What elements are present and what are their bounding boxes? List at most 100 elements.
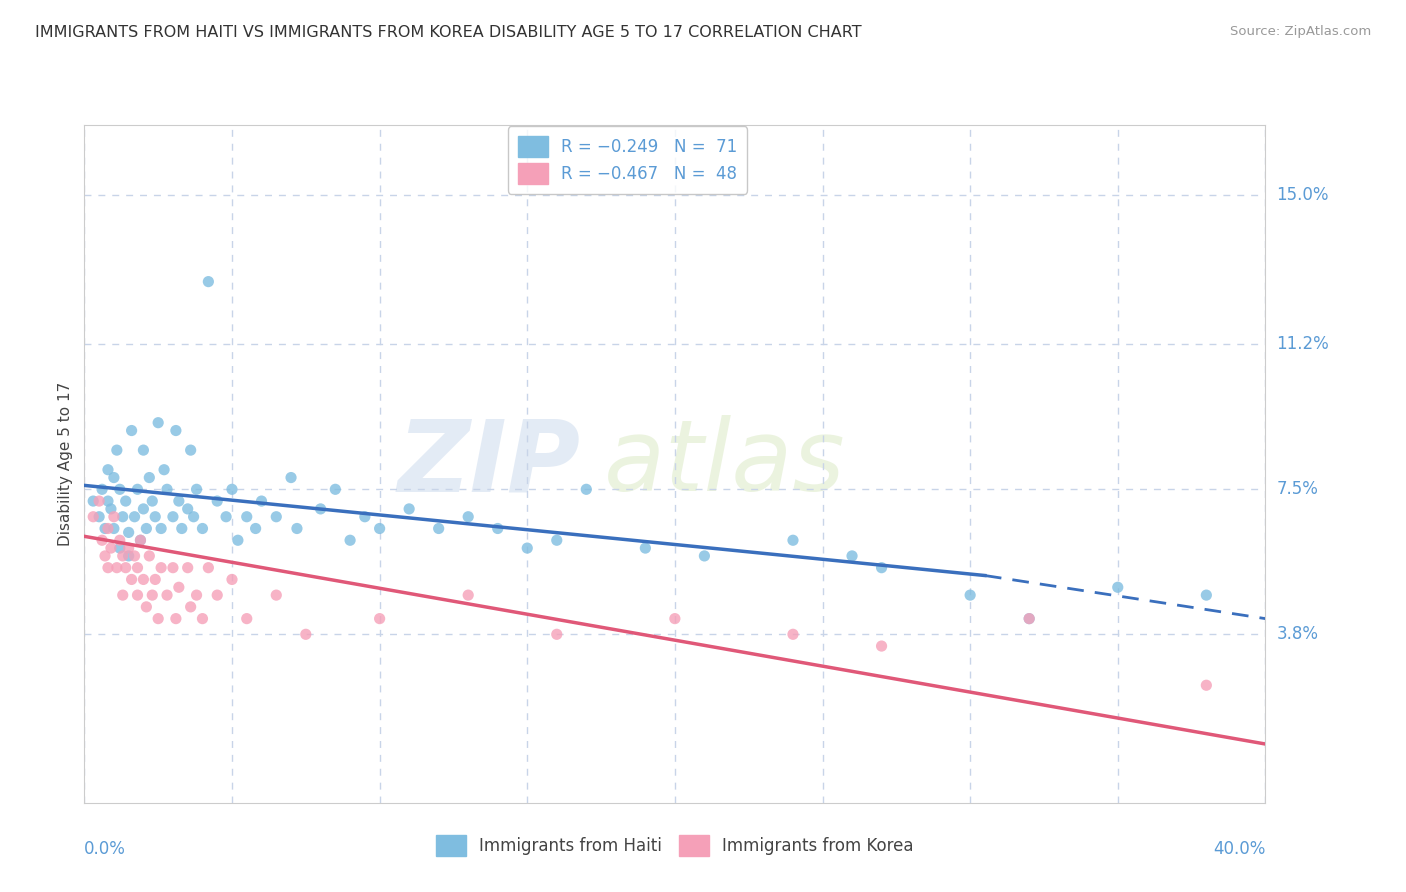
Point <box>82 494 104 508</box>
Point <box>1018 612 1040 626</box>
Point <box>235 509 259 524</box>
Point <box>546 533 568 548</box>
Point <box>191 612 214 626</box>
Point <box>105 560 128 574</box>
Point <box>91 483 114 497</box>
Point <box>183 509 205 524</box>
Text: 40.0%: 40.0% <box>1213 840 1265 858</box>
Point <box>165 612 187 626</box>
Point <box>250 494 273 508</box>
Point <box>103 509 125 524</box>
Point <box>97 560 120 574</box>
Point <box>180 443 202 458</box>
Point <box>141 588 163 602</box>
Point <box>323 483 347 497</box>
Point <box>100 541 122 555</box>
Point <box>215 509 238 524</box>
Point <box>143 573 166 587</box>
Point <box>94 549 117 563</box>
Point <box>664 612 686 626</box>
Point <box>870 639 893 653</box>
Point <box>295 627 318 641</box>
Point <box>186 483 208 497</box>
Point <box>103 521 125 535</box>
Point <box>177 560 200 574</box>
Point <box>111 509 134 524</box>
Point <box>108 533 131 548</box>
Point <box>191 521 214 535</box>
Point <box>118 525 141 540</box>
Point <box>153 463 176 477</box>
Point <box>141 494 163 508</box>
Point <box>280 470 302 484</box>
Point <box>221 483 243 497</box>
Point <box>197 560 219 574</box>
Point <box>97 463 120 477</box>
Point <box>546 627 568 641</box>
Point <box>398 502 420 516</box>
Text: 3.8%: 3.8% <box>1277 625 1319 643</box>
Point <box>138 470 160 484</box>
Point <box>135 599 157 614</box>
Text: atlas: atlas <box>605 416 845 512</box>
Point <box>782 627 804 641</box>
Text: ZIP: ZIP <box>398 416 581 512</box>
Point <box>82 509 104 524</box>
Point <box>264 588 288 602</box>
Text: 15.0%: 15.0% <box>1277 186 1329 204</box>
Point <box>1195 588 1218 602</box>
Point <box>129 533 152 548</box>
Point <box>156 588 179 602</box>
Text: Source: ZipAtlas.com: Source: ZipAtlas.com <box>1230 25 1371 38</box>
Point <box>516 541 538 555</box>
Point <box>264 509 288 524</box>
Point <box>575 483 598 497</box>
Point <box>100 502 122 516</box>
Point <box>150 560 173 574</box>
Point <box>221 573 243 587</box>
Point <box>121 573 143 587</box>
Point <box>177 502 200 516</box>
Point <box>138 549 160 563</box>
Point <box>105 443 128 458</box>
Point <box>162 509 184 524</box>
Legend: Immigrants from Haiti, Immigrants from Korea: Immigrants from Haiti, Immigrants from K… <box>429 829 921 863</box>
Point <box>368 612 391 626</box>
Point <box>162 560 184 574</box>
Point <box>170 521 193 535</box>
Point <box>235 612 259 626</box>
Point <box>486 521 509 535</box>
Point <box>124 549 146 563</box>
Point <box>959 588 981 602</box>
Point <box>94 521 117 535</box>
Text: 11.2%: 11.2% <box>1277 335 1329 353</box>
Point <box>1195 678 1218 692</box>
Point <box>127 560 149 574</box>
Point <box>148 416 170 430</box>
Point <box>132 443 155 458</box>
Point <box>97 494 120 508</box>
Point <box>457 588 479 602</box>
Point <box>226 533 249 548</box>
Text: IMMIGRANTS FROM HAITI VS IMMIGRANTS FROM KOREA DISABILITY AGE 5 TO 17 CORRELATIO: IMMIGRANTS FROM HAITI VS IMMIGRANTS FROM… <box>35 25 862 40</box>
Point <box>186 588 208 602</box>
Point <box>87 494 111 508</box>
Point <box>135 521 157 535</box>
Point <box>782 533 804 548</box>
Point <box>339 533 361 548</box>
Point <box>148 612 170 626</box>
Point <box>245 521 267 535</box>
Point <box>368 521 391 535</box>
Point <box>309 502 332 516</box>
Y-axis label: Disability Age 5 to 17: Disability Age 5 to 17 <box>58 382 73 546</box>
Point <box>354 509 377 524</box>
Point <box>114 494 136 508</box>
Point <box>693 549 716 563</box>
Point <box>127 588 149 602</box>
Point <box>457 509 479 524</box>
Point <box>167 580 190 594</box>
Point <box>132 573 155 587</box>
Point <box>197 275 219 289</box>
Point <box>285 521 308 535</box>
Point <box>124 509 146 524</box>
